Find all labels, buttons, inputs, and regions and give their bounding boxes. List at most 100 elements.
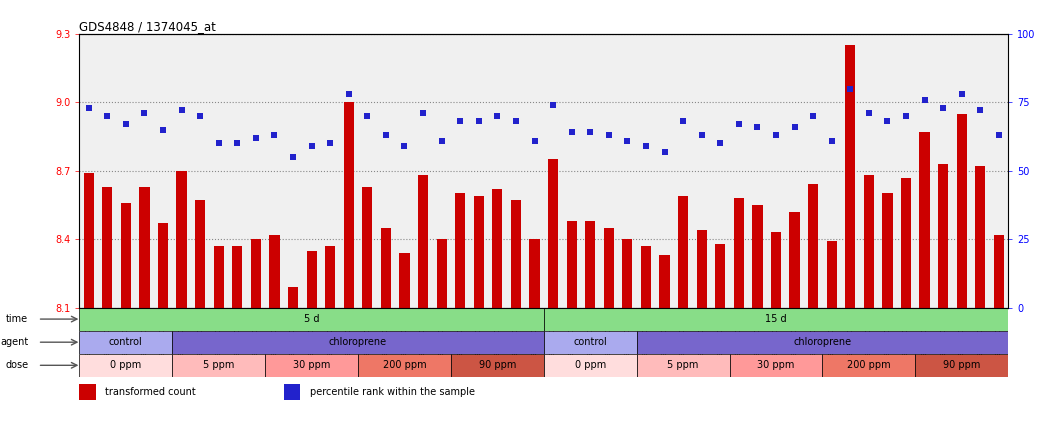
Bar xyxy=(919,132,930,308)
Text: agent: agent xyxy=(0,337,29,347)
Bar xyxy=(586,221,595,308)
Text: control: control xyxy=(573,337,607,347)
Point xyxy=(266,132,283,138)
Bar xyxy=(288,287,299,308)
Bar xyxy=(915,354,1008,377)
Bar xyxy=(451,354,544,377)
Text: 90 ppm: 90 ppm xyxy=(944,360,981,370)
Bar xyxy=(604,228,614,308)
Bar xyxy=(195,201,205,308)
Point xyxy=(507,118,524,125)
Bar xyxy=(789,212,800,308)
Point xyxy=(675,118,692,125)
Text: 15 d: 15 d xyxy=(766,314,787,324)
Point xyxy=(414,110,431,117)
Bar xyxy=(660,255,669,308)
Bar xyxy=(730,354,823,377)
Point xyxy=(842,85,859,92)
Bar xyxy=(678,196,688,308)
Bar xyxy=(214,246,223,308)
Bar xyxy=(544,354,636,377)
Point xyxy=(657,148,674,155)
Bar xyxy=(358,354,451,377)
Point xyxy=(340,91,357,97)
Point xyxy=(731,121,748,128)
Bar xyxy=(544,331,636,354)
Point xyxy=(377,132,394,138)
Bar xyxy=(84,173,94,308)
Point xyxy=(155,126,172,133)
Bar xyxy=(956,114,967,308)
Text: 30 ppm: 30 ppm xyxy=(757,360,794,370)
Point xyxy=(285,154,302,160)
Bar xyxy=(436,239,447,308)
Text: 0 ppm: 0 ppm xyxy=(575,360,606,370)
Text: 200 ppm: 200 ppm xyxy=(847,360,891,370)
Point xyxy=(359,113,376,119)
Point xyxy=(768,132,785,138)
Point xyxy=(192,113,209,119)
Bar xyxy=(715,244,725,308)
Bar xyxy=(492,189,502,308)
Text: percentile rank within the sample: percentile rank within the sample xyxy=(309,387,474,397)
Point xyxy=(786,124,803,130)
Text: 5 d: 5 d xyxy=(304,314,320,324)
Bar xyxy=(827,242,837,308)
Bar xyxy=(823,354,915,377)
Bar xyxy=(284,384,301,400)
Bar xyxy=(177,171,186,308)
Text: GDS4848 / 1374045_at: GDS4848 / 1374045_at xyxy=(79,20,216,33)
Text: time: time xyxy=(6,314,29,324)
Point xyxy=(211,140,228,147)
Point xyxy=(935,104,952,111)
Point xyxy=(396,143,413,149)
Point xyxy=(80,104,97,111)
Point xyxy=(136,110,152,117)
Bar xyxy=(623,239,632,308)
Point xyxy=(860,110,877,117)
Point xyxy=(638,143,654,149)
Bar xyxy=(381,228,391,308)
Bar xyxy=(140,187,149,308)
Bar xyxy=(102,187,112,308)
Point xyxy=(618,137,635,144)
Bar xyxy=(882,193,893,308)
Bar xyxy=(938,164,948,308)
Bar xyxy=(173,354,265,377)
Bar xyxy=(399,253,410,308)
Point xyxy=(544,102,561,108)
Bar xyxy=(636,331,1008,354)
Point xyxy=(600,132,617,138)
Point xyxy=(229,140,246,147)
Bar xyxy=(158,223,168,308)
Bar xyxy=(232,246,243,308)
Bar xyxy=(455,193,465,308)
Bar xyxy=(173,331,544,354)
Text: chloroprene: chloroprene xyxy=(329,337,388,347)
Text: 90 ppm: 90 ppm xyxy=(479,360,516,370)
Point xyxy=(694,132,711,138)
Bar xyxy=(864,175,874,308)
Text: 200 ppm: 200 ppm xyxy=(382,360,427,370)
Bar xyxy=(121,203,131,308)
Point xyxy=(303,143,320,149)
Text: 5 ppm: 5 ppm xyxy=(203,360,234,370)
Point xyxy=(712,140,729,147)
Bar xyxy=(567,221,577,308)
Bar xyxy=(548,159,558,308)
Bar xyxy=(993,234,1004,308)
Bar xyxy=(79,331,173,354)
Point xyxy=(433,137,450,144)
Bar xyxy=(734,198,743,308)
Text: 5 ppm: 5 ppm xyxy=(667,360,699,370)
Point xyxy=(990,132,1007,138)
Point xyxy=(248,135,265,141)
Text: 0 ppm: 0 ppm xyxy=(110,360,142,370)
Bar xyxy=(771,232,782,308)
Point xyxy=(98,113,115,119)
Bar xyxy=(418,175,428,308)
Bar xyxy=(641,246,651,308)
Bar xyxy=(544,308,1008,331)
Point xyxy=(322,140,339,147)
Point xyxy=(526,137,543,144)
